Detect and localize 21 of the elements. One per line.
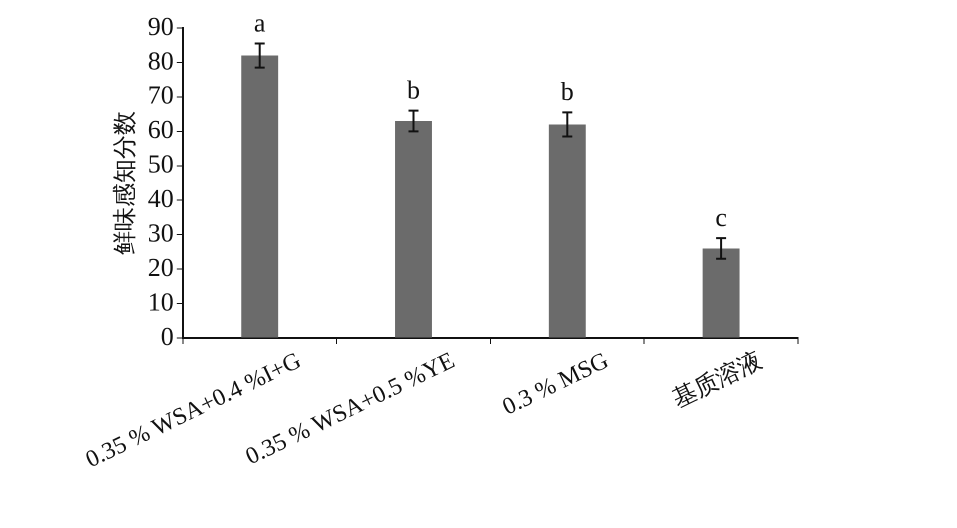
annotation: b (407, 75, 420, 104)
bar (548, 124, 586, 338)
bar (702, 248, 740, 338)
y-tick-label: 30 (148, 218, 174, 248)
bar (241, 56, 278, 338)
annotation: b (560, 77, 574, 106)
y-tick-label: 40 (148, 184, 174, 214)
y-tick-label: 10 (148, 287, 174, 316)
annotation: c (715, 202, 727, 232)
bar (395, 121, 432, 338)
y-tick-label: 50 (148, 150, 174, 179)
y-tick-label: 60 (148, 115, 174, 144)
y-tick-label: 80 (148, 46, 174, 76)
annotation: a (254, 8, 266, 38)
y-axis-title: 鲜味感知分数 (110, 111, 139, 255)
y-tick-label: 70 (148, 80, 174, 110)
y-tick-label: 20 (148, 252, 174, 282)
x-tick-label: 0.3 % MSG (498, 348, 613, 421)
y-tick-label: 90 (148, 12, 174, 41)
y-tick-label: 0 (160, 322, 174, 351)
x-tick-label: 基质溶液 (668, 346, 766, 413)
